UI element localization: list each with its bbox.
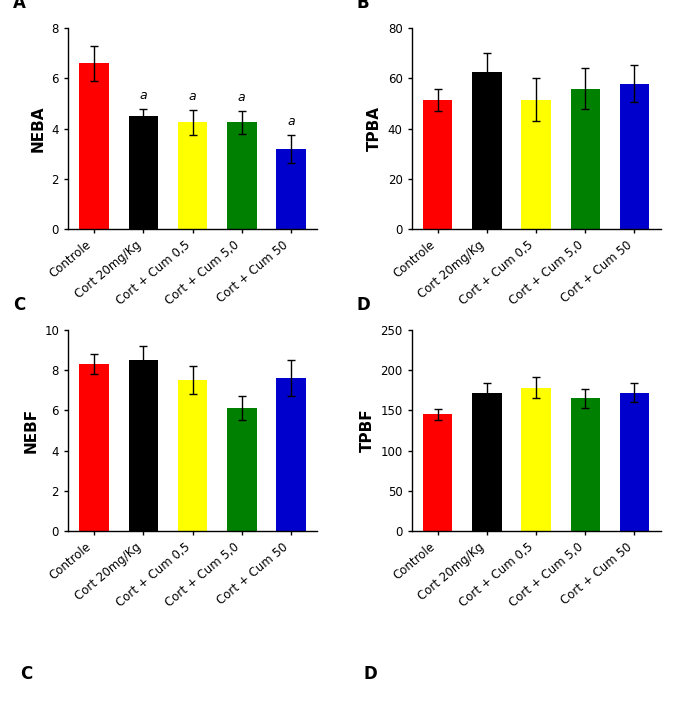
Text: A: A bbox=[14, 0, 26, 12]
Bar bbox=[80, 364, 109, 531]
Y-axis label: NEBF: NEBF bbox=[24, 408, 39, 453]
Bar bbox=[423, 100, 452, 230]
Text: C: C bbox=[20, 665, 33, 683]
Y-axis label: TPBF: TPBF bbox=[360, 409, 375, 452]
Text: a: a bbox=[238, 91, 246, 104]
Text: B: B bbox=[357, 0, 370, 12]
Bar bbox=[472, 393, 502, 531]
Bar bbox=[423, 415, 452, 531]
Bar bbox=[276, 378, 306, 531]
Text: a: a bbox=[140, 89, 147, 101]
Text: D: D bbox=[364, 665, 378, 683]
Bar bbox=[522, 388, 551, 531]
Text: D: D bbox=[357, 296, 370, 314]
Y-axis label: NEBA: NEBA bbox=[31, 106, 46, 152]
Bar bbox=[80, 63, 109, 230]
Text: C: C bbox=[14, 296, 26, 314]
Bar bbox=[522, 100, 551, 230]
Text: a: a bbox=[287, 115, 295, 128]
Bar bbox=[571, 89, 600, 230]
Bar bbox=[620, 393, 649, 531]
Bar bbox=[571, 398, 600, 531]
Bar bbox=[129, 360, 158, 531]
Y-axis label: TPBA: TPBA bbox=[367, 106, 382, 151]
Bar bbox=[129, 116, 158, 230]
Bar bbox=[178, 380, 207, 531]
Bar bbox=[472, 73, 502, 230]
Bar bbox=[276, 149, 306, 230]
Bar bbox=[227, 122, 257, 230]
Text: a: a bbox=[189, 90, 196, 103]
Bar bbox=[620, 84, 649, 230]
Bar bbox=[227, 408, 257, 531]
Bar bbox=[178, 122, 207, 230]
